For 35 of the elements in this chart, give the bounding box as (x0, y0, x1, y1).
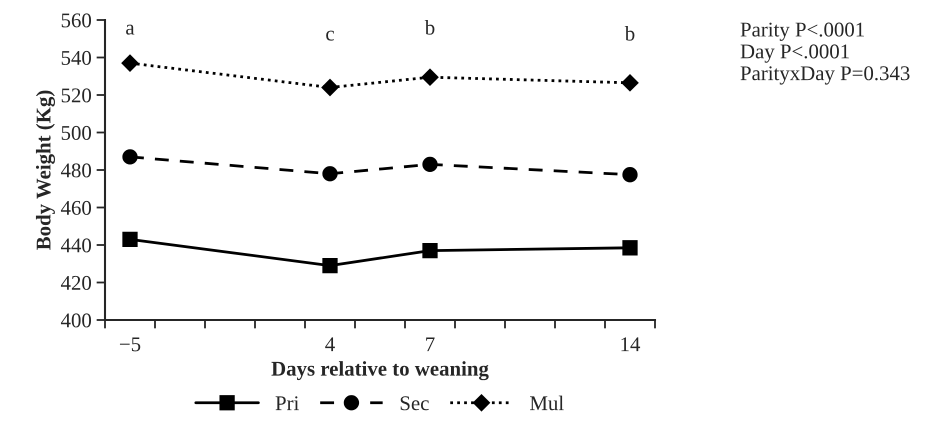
annotation: a (126, 24, 134, 35)
point (422, 242, 438, 258)
point (422, 156, 438, 172)
point (621, 74, 639, 92)
y-tick-label: 420 (60, 276, 92, 290)
point (421, 68, 439, 86)
legend-label: Pri (276, 396, 299, 410)
point (122, 232, 138, 248)
y-tick-label: 440 (60, 238, 92, 252)
point (122, 149, 138, 165)
annotation: b (424, 20, 434, 35)
y-tick-label: 540 (62, 50, 92, 65)
point (622, 167, 638, 182)
x-tick-label: −5 (120, 337, 140, 352)
y-tick-label: 400 (60, 313, 92, 328)
text: Parity P<.0001 Day P<.0001 ParityxDay P=0.343 (740, 22, 910, 85)
y-tick-label: 460 (60, 200, 92, 215)
point (322, 166, 338, 182)
y-tick-label: 480 (60, 163, 92, 178)
legend-label: Mul (530, 396, 564, 410)
x-tick-label: 14 (621, 337, 640, 352)
point (322, 258, 338, 274)
point (622, 240, 638, 256)
annotation: b (624, 26, 634, 41)
legend-label: Sec (400, 396, 429, 410)
y-axis-title: Body Weight (Kg) (36, 90, 55, 250)
x-tick-label: 4 (325, 337, 335, 352)
y-tick-label: 500 (62, 126, 92, 140)
x-axis-title: Days relative to weaning (271, 361, 489, 380)
y-tick-label: 560 (62, 13, 92, 28)
annotation: c (326, 30, 334, 41)
point (121, 54, 139, 72)
point (321, 78, 339, 96)
x-tick-label: 7 (426, 337, 435, 352)
y-tick-label: 520 (62, 88, 92, 102)
